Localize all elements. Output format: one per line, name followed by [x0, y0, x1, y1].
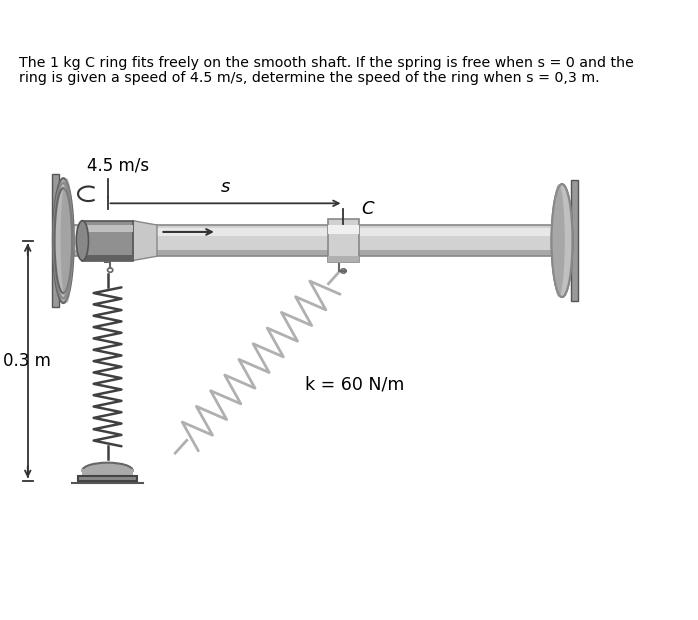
Bar — [65, 250, 568, 256]
Text: k = 60 N/m: k = 60 N/m — [305, 376, 405, 394]
Bar — [78, 476, 137, 481]
Bar — [328, 256, 359, 262]
Ellipse shape — [552, 184, 565, 297]
Bar — [328, 226, 359, 234]
Text: 0.3 m: 0.3 m — [3, 352, 52, 370]
Text: 4.5 m/s: 4.5 m/s — [87, 157, 149, 175]
Text: C: C — [361, 200, 373, 218]
Bar — [571, 180, 578, 301]
Bar — [328, 219, 359, 262]
Polygon shape — [133, 221, 157, 260]
Bar — [82, 221, 133, 260]
Bar — [82, 224, 133, 232]
Ellipse shape — [54, 183, 73, 298]
Ellipse shape — [53, 178, 74, 303]
Ellipse shape — [551, 184, 572, 297]
Bar — [65, 228, 568, 236]
Bar — [65, 225, 568, 256]
Text: The 1 kg C ring fits freely on the smooth shaft. If the spring is free when s = : The 1 kg C ring fits freely on the smoot… — [19, 56, 634, 70]
Text: ring is given a speed of 4.5 m/s, determine the speed of the ring when s = 0,3 m: ring is given a speed of 4.5 m/s, determ… — [19, 71, 600, 84]
Ellipse shape — [54, 188, 72, 293]
Bar — [82, 255, 133, 260]
Text: s: s — [221, 177, 230, 195]
Bar — [82, 469, 133, 477]
Bar — [52, 174, 59, 308]
Ellipse shape — [76, 221, 89, 260]
Ellipse shape — [82, 463, 133, 478]
Ellipse shape — [551, 184, 572, 297]
Ellipse shape — [61, 178, 73, 303]
